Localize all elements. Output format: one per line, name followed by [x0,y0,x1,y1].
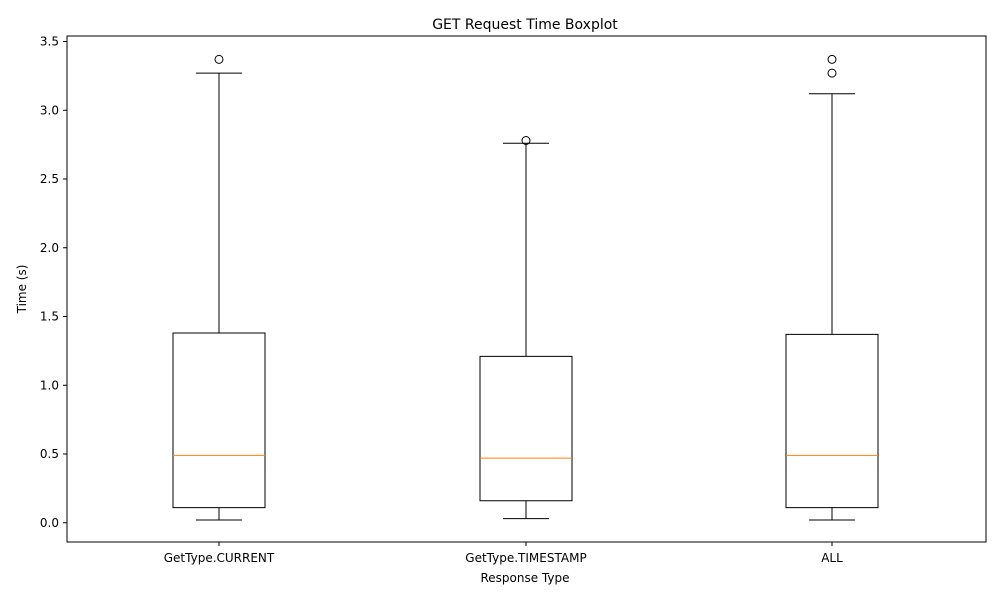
y-tick-label: 2.5 [40,172,59,186]
y-tick-label: 0.5 [40,447,59,461]
box-group [172,54,266,521]
outlier-point [827,68,837,78]
x-tick-label: GetType.CURRENT [164,551,275,565]
outlier-point [827,54,837,64]
plot-area [172,54,879,521]
y-tick-label: 1.5 [40,310,59,324]
x-tick-label: ALL [821,551,843,565]
y-tick-label: 2.0 [40,241,59,255]
y-tick-label: 1.0 [40,378,59,392]
x-tick-label: GetType.TIMESTAMP [465,551,586,565]
box-group [785,54,879,521]
axes: 0.0 0.5 1.0 1.5 2.0 2.5 3.0 3.5 GetType.CURRENT G… [40,35,843,566]
box-iqr [479,355,573,502]
box-iqr [172,332,266,509]
chart-title: GET Request Time Boxplot [432,17,618,33]
box-group [479,136,573,520]
x-axis-label: Response Type [480,571,569,585]
outlier-point [214,54,224,64]
outlier-point [521,136,531,145]
y-axis-label: Time (s) [15,265,29,315]
y-tick-label: 3.0 [40,103,59,117]
box-iqr [785,333,879,509]
y-tick-label: 3.5 [40,35,59,49]
y-tick-label: 0.0 [40,516,59,530]
